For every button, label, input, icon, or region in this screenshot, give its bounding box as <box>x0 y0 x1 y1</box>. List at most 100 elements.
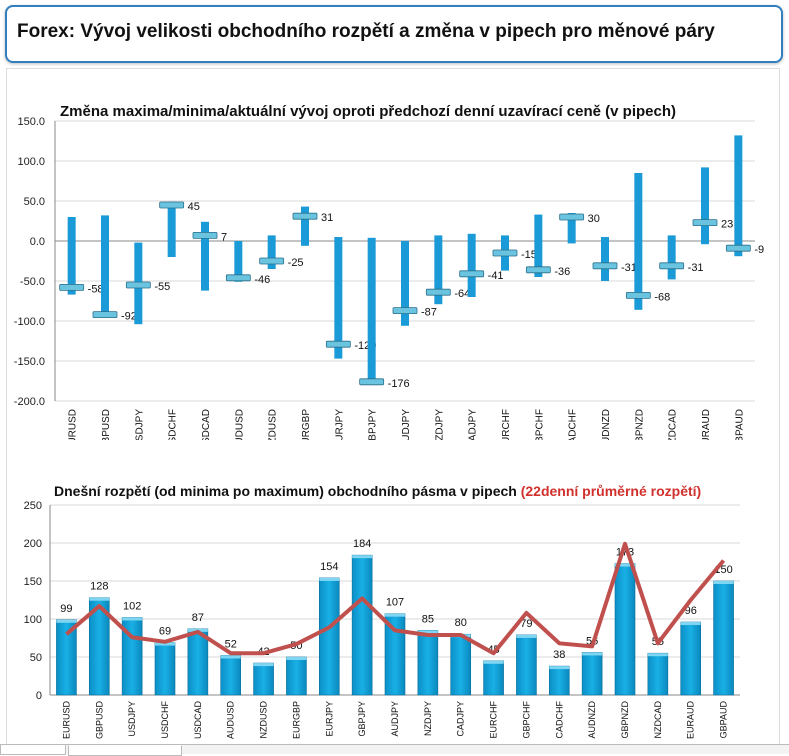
x-tick-label: CADJPY <box>456 701 466 737</box>
range-bar <box>201 221 209 291</box>
bar-cap <box>385 613 405 617</box>
x-tick-label: NZDJPY <box>423 701 433 736</box>
x-tick-label: NZDCAD <box>668 409 679 440</box>
y-tick-label: -200.0 <box>14 396 45 408</box>
x-tick-label: EURCHF <box>489 700 499 738</box>
bar-cap <box>352 555 373 559</box>
bar <box>581 652 603 696</box>
current-marker <box>92 311 118 319</box>
x-tick-label: EURUSD <box>68 409 79 440</box>
range-bar <box>334 237 343 359</box>
x-tick-label: USDCAD <box>201 409 212 440</box>
x-tick-label: USDJPY <box>127 701 137 737</box>
current-marker <box>192 231 218 239</box>
data-label: 128 <box>90 581 108 593</box>
x-tick-label: NZDJPY <box>434 409 445 440</box>
y-tick-label: 250 <box>24 500 42 512</box>
data-label: -55 <box>154 281 170 293</box>
x-tick-label: EURCHF <box>501 409 512 440</box>
bar-cap <box>253 663 274 667</box>
current-marker <box>292 212 318 220</box>
bar-cap <box>56 619 77 623</box>
x-tick-label: CADJPY <box>468 409 479 440</box>
data-label: -58 <box>88 283 104 295</box>
y-tick-label: -150.0 <box>14 356 45 368</box>
bar <box>713 580 734 696</box>
bar <box>351 554 373 696</box>
range-bar <box>67 217 76 295</box>
current-marker <box>659 262 685 270</box>
bar-cap <box>582 652 603 656</box>
current-marker <box>592 262 618 270</box>
data-label: -176 <box>388 378 410 390</box>
chart-title: Dnešní rozpětí (od minima po maximum) ob… <box>54 483 701 499</box>
range-bar <box>567 213 576 244</box>
current-marker <box>725 244 751 252</box>
x-tick-label: GBPJPY <box>357 701 367 737</box>
bar <box>88 597 110 696</box>
bar <box>614 563 636 696</box>
bar <box>548 665 570 696</box>
x-tick-label: GBPJPY <box>368 409 379 440</box>
bar-cap <box>286 657 307 660</box>
bar-cap <box>516 634 537 638</box>
bar <box>647 652 669 696</box>
x-tick-label: EURJPY <box>334 409 345 440</box>
y-tick-label: -100.0 <box>14 316 45 328</box>
bar-cap <box>713 581 734 584</box>
current-marker <box>359 378 385 386</box>
data-label: 107 <box>386 597 404 609</box>
current-marker <box>125 281 151 289</box>
data-label: -36 <box>554 266 570 278</box>
current-marker <box>559 213 585 221</box>
data-label: -15 <box>521 249 537 261</box>
bar <box>253 662 274 696</box>
data-label: 23 <box>721 219 733 231</box>
data-label: -64 <box>454 288 470 300</box>
bar-cap <box>483 660 504 664</box>
y-tick-label: 0 <box>36 690 42 702</box>
bar <box>680 621 702 696</box>
y-tick-label: 150.0 <box>17 116 45 128</box>
bar-line-chart: Dnešní rozpětí (od minima po maximum) ob… <box>24 483 740 740</box>
sheet-tab[interactable] <box>0 745 66 755</box>
x-tick-label: AUDUSD <box>234 409 245 440</box>
range-bar <box>367 237 376 384</box>
data-label: -87 <box>421 307 437 319</box>
data-label: 69 <box>159 626 171 638</box>
range-bar <box>634 173 643 310</box>
x-tick-label: USDCAD <box>193 701 203 740</box>
title-highlight: (22denní průměrné rozpětí) <box>521 483 701 499</box>
bar <box>450 633 472 696</box>
x-tick-label: GBPUSD <box>94 701 104 740</box>
current-marker <box>59 283 85 291</box>
data-label: 80 <box>455 617 467 629</box>
x-tick-label: GBPAUD <box>719 701 729 739</box>
y-tick-label: 100.0 <box>17 156 45 168</box>
data-label: -41 <box>488 270 504 282</box>
range-bar <box>234 241 243 282</box>
x-tick-label: EURGBP <box>291 701 301 739</box>
current-marker <box>525 266 551 274</box>
data-label: -31 <box>688 262 704 274</box>
data-label: -46 <box>254 274 270 286</box>
x-tick-label: NZDUSD <box>259 701 269 739</box>
bar-cap <box>417 630 438 634</box>
data-label: 154 <box>320 561 338 573</box>
range-bar <box>667 235 676 280</box>
y-tick-label: 0.0 <box>30 236 45 248</box>
sheet-tab-active[interactable] <box>68 745 182 756</box>
y-tick-label: 150 <box>24 576 42 588</box>
x-tick-label: USDJPY <box>134 409 145 440</box>
bar <box>286 656 307 696</box>
y-tick-label: 100 <box>24 614 42 626</box>
x-tick-label: GBPCHF <box>534 409 545 440</box>
range-bar <box>734 135 743 257</box>
x-tick-label: CADCHF <box>568 409 579 440</box>
page-title: Forex: Vývoj velikosti obchodního rozpět… <box>17 21 715 42</box>
current-marker <box>259 257 285 265</box>
range-bar <box>601 237 609 281</box>
x-tick-label: EURAUD <box>686 701 696 740</box>
data-label: 45 <box>188 201 200 213</box>
range-bar <box>701 167 709 245</box>
